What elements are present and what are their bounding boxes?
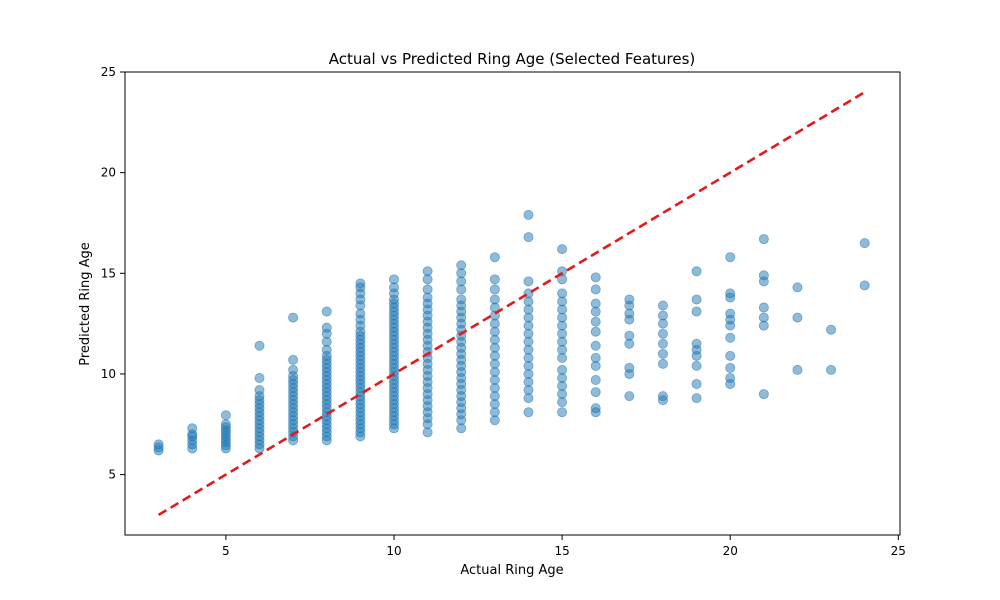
data-point (725, 308, 736, 319)
data-point (691, 306, 702, 317)
data-point (725, 332, 736, 343)
y-tick-label: 25 (101, 65, 116, 79)
data-point (725, 350, 736, 361)
data-point (422, 266, 433, 277)
plot-area-frame (124, 71, 901, 536)
data-point (691, 393, 702, 404)
data-point (691, 266, 702, 277)
data-point (657, 391, 668, 402)
data-point (590, 403, 601, 414)
data-point (624, 362, 635, 373)
data-point (657, 328, 668, 339)
points-layer (153, 209, 870, 456)
data-point (590, 316, 601, 327)
data-point (288, 312, 299, 323)
data-point (657, 348, 668, 359)
data-point (590, 374, 601, 385)
x-tick-label: 15 (554, 544, 569, 558)
y-tick-label: 10 (101, 367, 116, 381)
data-point (826, 324, 837, 335)
data-point (859, 280, 870, 291)
x-axis: 5 10 15 20 25 (222, 535, 906, 558)
data-point (590, 352, 601, 363)
data-point (859, 238, 870, 249)
data-point (557, 364, 568, 375)
data-point (489, 252, 500, 263)
data-point (523, 276, 534, 287)
data-point (523, 209, 534, 220)
data-point (187, 423, 198, 434)
data-point (456, 260, 467, 271)
data-point (220, 419, 231, 430)
data-point (153, 439, 164, 450)
data-point (557, 407, 568, 418)
data-point (758, 389, 769, 400)
data-point (590, 340, 601, 351)
data-point (758, 312, 769, 323)
data-point (254, 385, 265, 396)
data-point (657, 310, 668, 321)
data-point (691, 338, 702, 349)
data-point (590, 387, 601, 398)
data-point (691, 294, 702, 305)
x-tick-label: 10 (386, 544, 401, 558)
data-point (456, 294, 467, 305)
data-point (590, 272, 601, 283)
data-point (758, 270, 769, 281)
data-point (758, 234, 769, 245)
x-tick-label: 25 (891, 544, 906, 558)
data-point (792, 364, 803, 375)
data-point (254, 340, 265, 351)
data-point (321, 306, 332, 317)
data-point (557, 244, 568, 255)
data-point (624, 391, 635, 402)
x-tick-label: 20 (723, 544, 738, 558)
data-point (657, 338, 668, 349)
data-point (725, 372, 736, 383)
data-point (355, 278, 366, 289)
data-point (489, 284, 500, 295)
data-point (321, 322, 332, 333)
data-point (288, 354, 299, 365)
data-point (792, 312, 803, 323)
data-point (657, 300, 668, 311)
reference-line (157, 91, 866, 516)
data-point (826, 364, 837, 375)
data-point (254, 372, 265, 383)
data-point (523, 407, 534, 418)
y-tick-label: 5 (108, 468, 116, 482)
data-point (725, 288, 736, 299)
data-point (691, 360, 702, 371)
reference-line-layer (157, 91, 866, 516)
data-point (422, 284, 433, 295)
data-point (725, 252, 736, 263)
data-point (489, 294, 500, 305)
data-point (624, 330, 635, 341)
y-axis: 5 10 15 20 25 (101, 65, 125, 482)
data-point (725, 362, 736, 373)
data-point (590, 326, 601, 337)
data-point (523, 232, 534, 243)
data-point (657, 358, 668, 369)
y-tick-label: 15 (101, 266, 116, 280)
data-point (758, 302, 769, 313)
data-point (288, 364, 299, 375)
data-point (590, 298, 601, 309)
data-point (557, 288, 568, 299)
y-axis-label: Predicted Ring Age (78, 242, 93, 366)
x-axis-label: Actual Ring Age (460, 563, 563, 578)
data-point (624, 294, 635, 305)
x-tick-label: 5 (222, 544, 230, 558)
data-point (489, 274, 500, 285)
data-point (388, 274, 399, 285)
data-point (590, 284, 601, 295)
data-point (691, 379, 702, 390)
y-tick-label: 20 (101, 166, 116, 180)
data-point (792, 282, 803, 293)
chart-title: Actual vs Predicted Ring Age (Selected F… (329, 50, 696, 68)
data-point (220, 410, 231, 421)
